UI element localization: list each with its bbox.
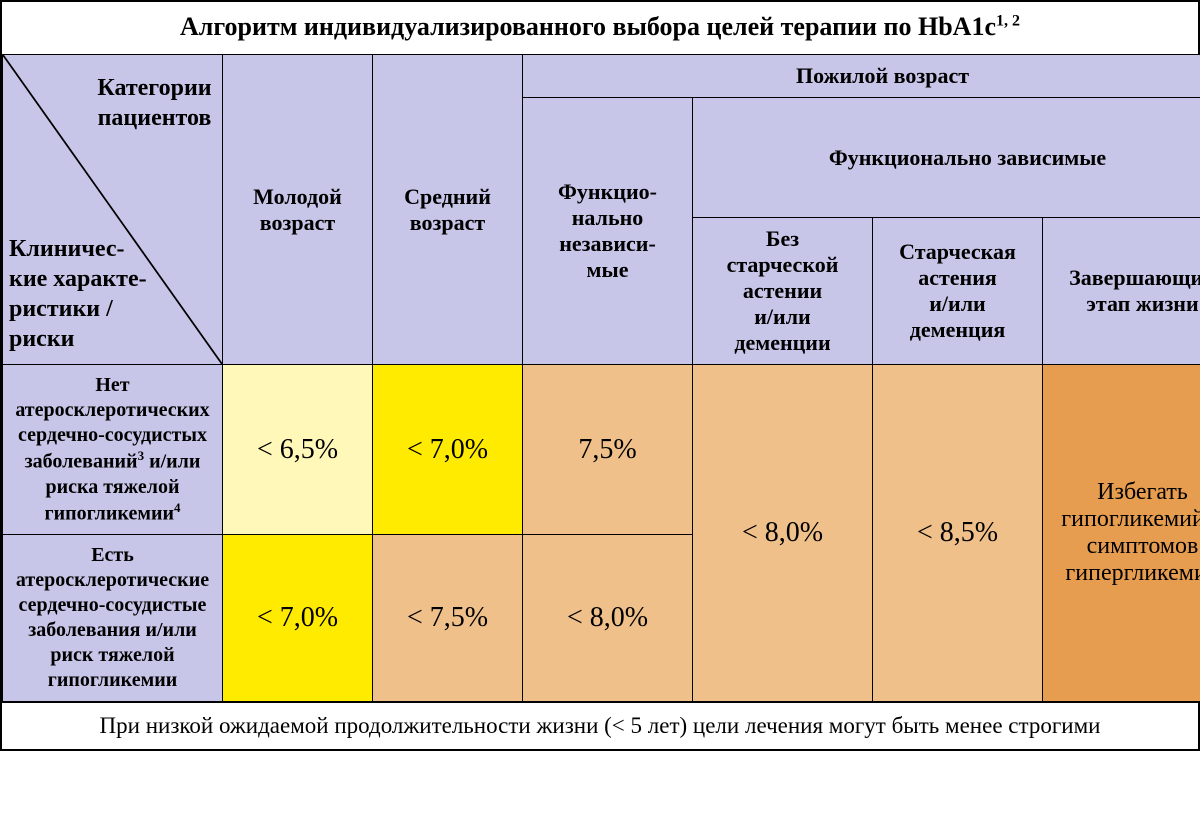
text: астении (743, 278, 822, 303)
text: Есть (91, 544, 134, 566)
text: мые (587, 257, 629, 282)
text: Средний (404, 184, 491, 209)
text: возраст (260, 210, 335, 235)
header-row-1: Категории пациентов Клиничес- кие характ… (3, 55, 1200, 98)
text: пациентов (98, 105, 212, 131)
text: Категории (97, 75, 211, 101)
therapy-targets-table: Категории пациентов Клиничес- кие характ… (2, 54, 1200, 702)
col-no-frailty: Без старческой астении и/или деменции (693, 218, 873, 365)
col-frailty: Старческая астения и/или деменция (873, 218, 1043, 365)
text: кие характе- (9, 266, 147, 292)
text: гипергликемии (1065, 560, 1200, 586)
sup: 4 (174, 500, 181, 515)
text: заболевания и/или (28, 619, 197, 641)
text: возраст (410, 210, 485, 235)
text: риска тяжелой (46, 476, 180, 498)
text: Без (766, 226, 799, 251)
page-title: Алгоритм индивидуализированного выбора ц… (2, 2, 1198, 54)
cell-r1-young: < 6,5% (223, 365, 373, 535)
text: этап жизни (1086, 291, 1198, 316)
text: сердечно-сосудистые (19, 594, 207, 616)
data-row-no-ascvd: Нет атеросклеротических сердечно-сосудис… (3, 365, 1200, 535)
text: Нет (95, 374, 129, 396)
col-middle-age: Средний возраст (373, 55, 523, 365)
text: заболеваний (25, 451, 138, 473)
text: атеросклеротические (16, 569, 209, 591)
col-functionally-independent: Функцио- нально независи- мые (523, 98, 693, 365)
col-young-age: Молодой возраст (223, 55, 373, 365)
col-end-of-life: Завершающий этап жизни (1043, 218, 1200, 365)
text: ристики / риски (9, 296, 113, 352)
text: деменция (910, 317, 1006, 342)
text: Пожилой возраст (796, 63, 969, 88)
cell-r1-independent: 7,5% (523, 365, 693, 535)
title-superscript: 1, 2 (996, 12, 1020, 29)
text: симптомов (1087, 533, 1199, 559)
text: Избегать (1097, 479, 1188, 505)
text: и/или (754, 304, 810, 329)
text: и/или (144, 451, 200, 473)
diagonal-top-label: Категории пациентов (93, 73, 216, 133)
text: Функционально зависимые (829, 145, 1106, 170)
text: старческой (727, 252, 839, 277)
text: атеросклеротических (15, 399, 209, 421)
row-label-has-ascvd: Есть атеросклеротические сердечно-сосуди… (3, 535, 223, 702)
text: независи- (559, 231, 656, 256)
cell-no-frailty: < 8,0% (693, 365, 873, 702)
text: сердечно-сосудистых (18, 424, 207, 446)
cell-frailty: < 8,5% (873, 365, 1043, 702)
cell-r1-middle: < 7,0% (373, 365, 523, 535)
diagonal-bottom-label: Клиничес- кие характе- ристики / риски (9, 234, 152, 354)
text: Завершающий (1069, 265, 1200, 290)
text: нально (572, 205, 644, 230)
text: риск тяжелой (50, 644, 174, 666)
footnote: При низкой ожидаемой продолжительности ж… (2, 702, 1198, 749)
cell-r2-independent: < 8,0% (523, 535, 693, 702)
text: деменции (734, 330, 830, 355)
cell-r2-young: < 7,0% (223, 535, 373, 702)
text: Молодой (253, 184, 342, 209)
text: гипогликемии (44, 502, 174, 524)
text: астения (918, 265, 997, 290)
text: Старческая (899, 239, 1016, 264)
col-elderly-group: Пожилой возраст (523, 55, 1200, 98)
cell-end-of-life: Избегать гипогликемий и симптомов гиперг… (1043, 365, 1200, 702)
title-text: Алгоритм индивидуализированного выбора ц… (180, 12, 996, 41)
text: и/или (929, 291, 985, 316)
diagonal-header-cell: Категории пациентов Клиничес- кие характ… (3, 55, 223, 365)
cell-r2-middle: < 7,5% (373, 535, 523, 702)
row-label-no-ascvd: Нет атеросклеротических сердечно-сосудис… (3, 365, 223, 535)
text: Функцио- (558, 179, 657, 204)
col-functionally-dependent-group: Функционально зависимые (693, 98, 1200, 218)
text: Клиничес- (9, 236, 124, 262)
text: гипогликемии (48, 669, 178, 691)
table-container: Алгоритм индивидуализированного выбора ц… (0, 0, 1200, 751)
text: гипогликемий и (1061, 506, 1200, 532)
